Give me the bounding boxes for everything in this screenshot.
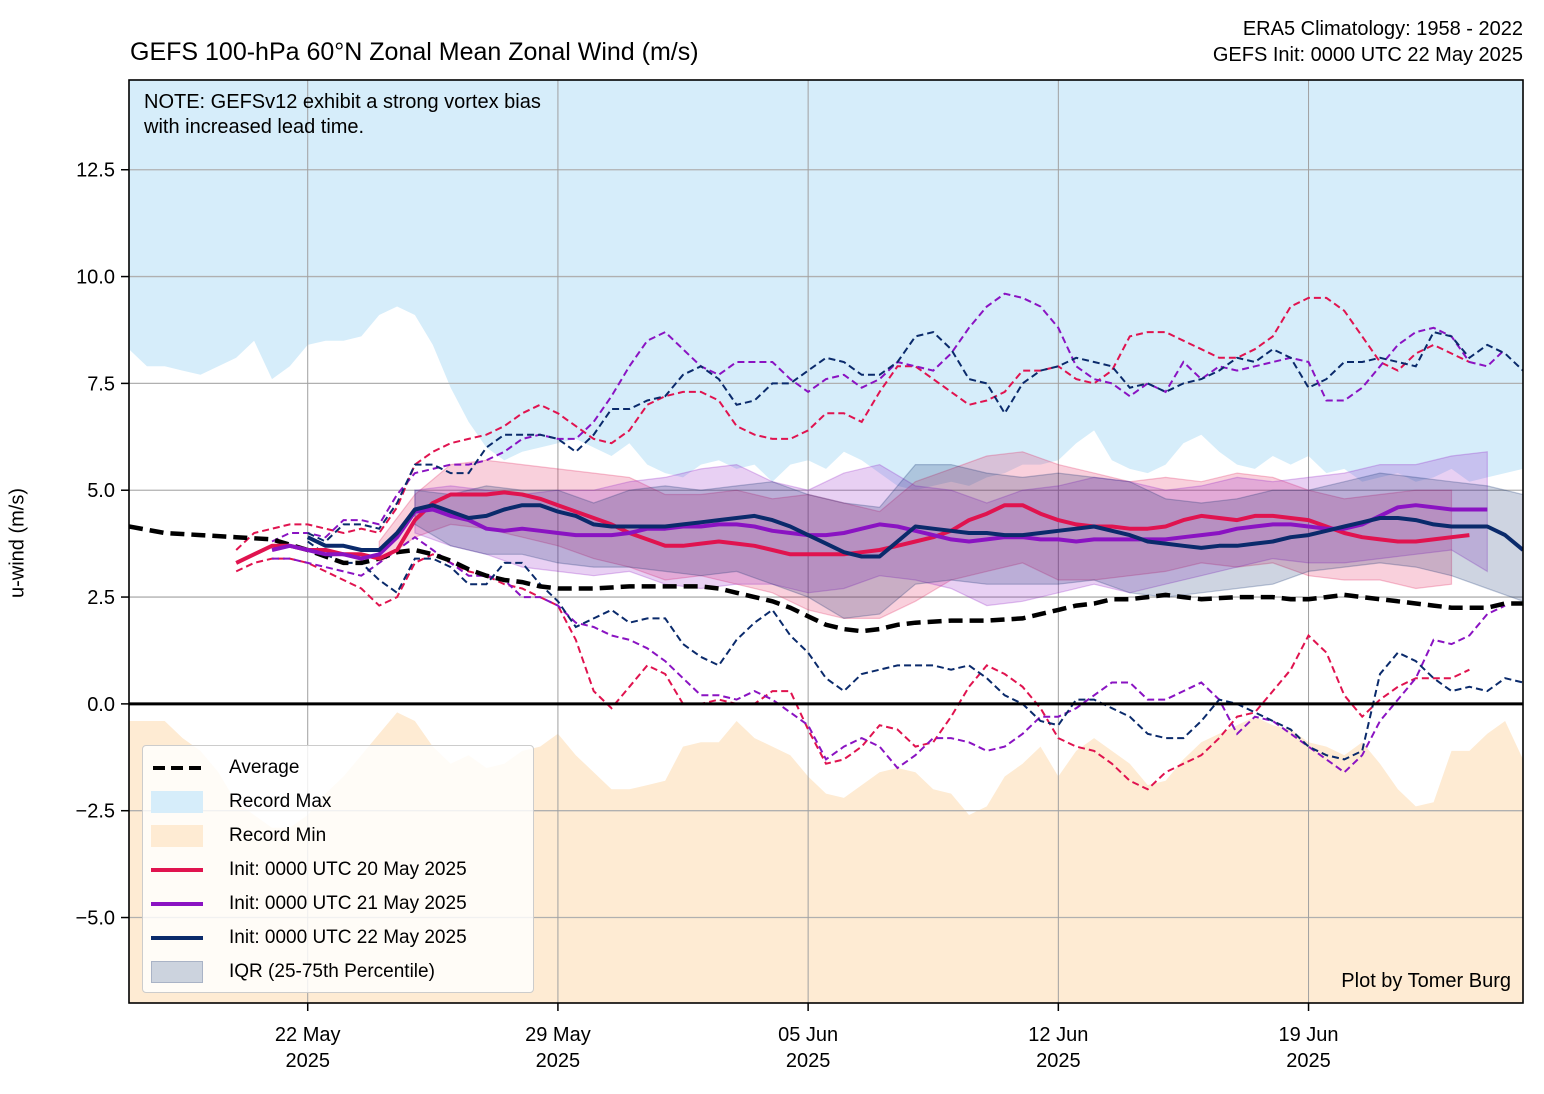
y-tick-label: −2.5	[76, 801, 115, 823]
legend-item-record-max: Record Max	[151, 789, 331, 815]
ensemble-max-line-20	[235, 296, 1470, 551]
bias-note: NOTE: GEFSv12 exhibit a strong vortex bi…	[144, 91, 541, 138]
y-tick-label: 12.5	[76, 160, 115, 182]
x-tick-label: 29 May	[525, 1024, 591, 1046]
ensemble-mean-line-21	[271, 503, 1488, 561]
legend-item-init-22: Init: 0000 UTC 22 May 2025	[151, 925, 467, 951]
y-tick-label: 7.5	[87, 373, 115, 395]
ensemble-min-line-22	[307, 540, 1523, 761]
ensemble-min-line-21	[272, 535, 1506, 774]
x-tick-year-label: 2025	[1286, 1050, 1331, 1072]
x-tick-label: 22 May	[275, 1024, 341, 1046]
climatology-label: ERA5 Climatology: 1958 - 2022	[1242, 18, 1523, 40]
legend-item-init-20: Init: 0000 UTC 20 May 2025	[151, 857, 467, 883]
ensemble-max-line-21	[271, 292, 1506, 543]
iqr-band-20	[378, 451, 1453, 619]
init-label: GEFS Init: 0000 UTC 22 May 2025	[1212, 44, 1523, 66]
y-axis-label: u-wind (m/s)	[6, 487, 29, 599]
chart-subtitle: ERA5 Climatology: 1958 - 2022 GEFS Init:…	[1213, 16, 1523, 68]
legend-item-init-21: Init: 0000 UTC 21 May 2025	[151, 891, 467, 917]
x-tick-year-label: 2025	[536, 1050, 581, 1072]
y-tick-label: 2.5	[87, 587, 115, 609]
x-tick-year-label: 2025	[285, 1050, 330, 1072]
chart-legend: Average Record Max Record Min Init: 0000…	[142, 745, 534, 993]
legend-label-init-20: Init: 0000 UTC 20 May 2025	[229, 859, 467, 880]
legend-swatch-init-22	[151, 927, 203, 949]
legend-swatch-init-20	[151, 859, 203, 881]
y-tick-label: 10.0	[76, 267, 115, 289]
x-tick-label: 19 Jun	[1279, 1024, 1339, 1046]
x-tick-label: 05 Jun	[778, 1024, 838, 1046]
legend-label-record-min: Record Min	[229, 825, 327, 846]
legend-label-record-max: Record Max	[229, 791, 332, 812]
legend-swatch-record-min	[151, 825, 203, 847]
legend-swatch-init-21	[151, 893, 203, 915]
y-tick-label: −5.0	[76, 908, 115, 930]
legend-item-iqr: IQR (25-75th Percentile)	[151, 959, 435, 985]
chart-title: GEFS 100-hPa 60°N Zonal Mean Zonal Wind …	[130, 38, 699, 66]
y-tick-label: 0.0	[87, 694, 115, 716]
plot-credit: Plot by Tomer Burg	[1341, 970, 1511, 992]
legend-label-iqr: IQR (25-75th Percentile)	[229, 961, 435, 982]
record-max-area	[129, 80, 1523, 491]
legend-swatch-iqr	[151, 961, 203, 983]
x-tick-label: 12 Jun	[1028, 1024, 1088, 1046]
average-line	[129, 524, 1523, 634]
legend-item-average: Average	[151, 755, 299, 781]
y-tick-label: 5.0	[87, 480, 115, 502]
legend-item-record-min: Record Min	[151, 823, 326, 849]
ensemble-max-line-22	[307, 330, 1523, 543]
x-tick-year-label: 2025	[1036, 1050, 1081, 1072]
legend-swatch-record-max	[151, 791, 203, 813]
legend-label-average: Average	[229, 757, 300, 778]
x-tick-year-label: 2025	[786, 1050, 831, 1072]
legend-swatch-average	[151, 757, 203, 779]
legend-label-init-22: Init: 0000 UTC 22 May 2025	[229, 927, 467, 948]
legend-label-init-21: Init: 0000 UTC 21 May 2025	[229, 893, 467, 914]
ensemble-mean-line-22	[306, 503, 1523, 559]
plot-frame	[128, 79, 1524, 1004]
